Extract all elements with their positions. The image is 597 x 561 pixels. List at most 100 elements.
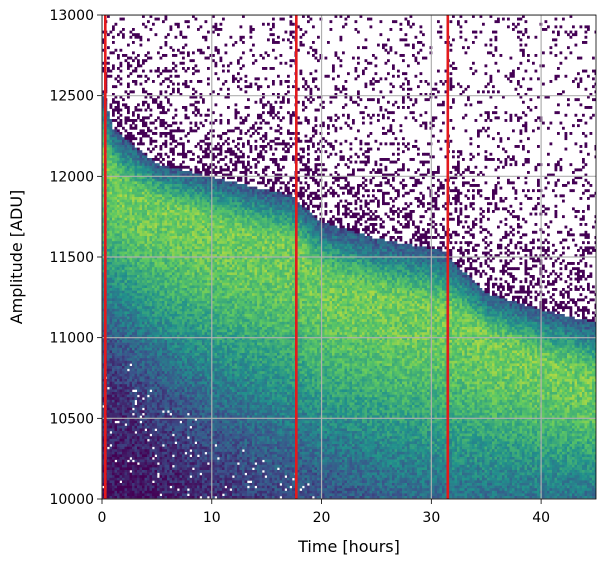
heatmap-cell — [114, 436, 118, 440]
heatmap-cell — [102, 249, 105, 252]
heatmap-cell — [142, 472, 145, 476]
heatmap-cell — [139, 264, 143, 268]
heatmap-cell — [169, 418, 173, 421]
heatmap-cell — [134, 262, 138, 265]
heatmap-cell — [164, 480, 168, 484]
heatmap-cell — [179, 194, 183, 198]
heatmap-cell — [109, 241, 113, 245]
heatmap-cell — [172, 139, 175, 143]
heatmap-cell — [109, 165, 113, 169]
heatmap-cell — [122, 379, 125, 382]
heatmap-cell — [127, 228, 130, 232]
heatmap-cell — [122, 438, 125, 442]
heatmap-cell — [129, 490, 133, 494]
heatmap-cell — [114, 381, 118, 385]
heatmap-cell — [139, 293, 143, 297]
heatmap-cell — [132, 483, 135, 486]
heatmap-cell — [112, 360, 115, 364]
heatmap-cell — [164, 199, 168, 203]
heatmap-cell — [139, 384, 143, 388]
heatmap-cell — [122, 327, 125, 330]
heatmap-cell — [132, 319, 135, 323]
heatmap-cell — [159, 210, 163, 213]
heatmap-cell — [119, 324, 123, 328]
heatmap-cell — [152, 308, 155, 312]
heatmap-cell — [132, 454, 135, 458]
heatmap-cell — [144, 347, 148, 351]
heatmap-cell — [117, 129, 120, 133]
heatmap-cell — [152, 264, 155, 268]
heatmap-cell — [174, 358, 178, 362]
heatmap-cell — [134, 418, 138, 421]
heatmap-cell — [157, 376, 160, 380]
heatmap-cell — [107, 238, 110, 242]
heatmap-cell — [137, 256, 140, 260]
heatmap-cell — [159, 457, 163, 460]
heatmap-cell — [154, 399, 158, 403]
heatmap-cell — [152, 397, 155, 401]
heatmap-cell — [174, 165, 178, 169]
heatmap-cell — [142, 275, 145, 278]
heatmap-cell — [114, 295, 118, 299]
heatmap-cell — [132, 451, 135, 455]
heatmap-cell — [119, 264, 123, 268]
heatmap-cell — [149, 168, 153, 172]
heatmap-cell — [182, 165, 185, 169]
heatmap-cell — [179, 293, 183, 297]
heatmap-cell — [139, 399, 143, 403]
heatmap-cell — [149, 477, 153, 481]
heatmap-cell — [144, 163, 148, 167]
heatmap-cell — [134, 152, 138, 156]
heatmap-cell — [137, 431, 140, 434]
heatmap-cell — [129, 454, 133, 458]
heatmap-cell — [132, 308, 135, 312]
heatmap-cell — [184, 366, 188, 369]
heatmap-cell — [184, 298, 188, 302]
heatmap-cell — [182, 56, 185, 60]
heatmap-cell — [182, 355, 185, 359]
heatmap-cell — [147, 204, 150, 208]
heatmap-cell — [164, 210, 168, 213]
heatmap-cell — [139, 418, 143, 421]
heatmap-cell — [177, 223, 180, 226]
heatmap-cell — [139, 280, 143, 284]
heatmap-cell — [107, 293, 110, 297]
heatmap-cell — [119, 345, 123, 349]
heatmap-cell — [134, 394, 138, 398]
heatmap-cell — [162, 363, 165, 367]
heatmap-cell — [129, 64, 133, 68]
heatmap-cell — [134, 334, 138, 338]
heatmap-cell — [134, 35, 138, 39]
heatmap-cell — [159, 233, 163, 237]
heatmap-cell — [159, 345, 163, 349]
heatmap-cell — [117, 358, 120, 362]
heatmap-cell — [159, 202, 163, 206]
heatmap-cell — [129, 366, 133, 369]
heatmap-cell — [114, 441, 118, 445]
heatmap-cell — [132, 111, 135, 115]
heatmap-cell — [137, 464, 140, 468]
heatmap-cell — [127, 197, 130, 200]
heatmap-cell — [107, 181, 110, 185]
heatmap-cell — [179, 93, 183, 96]
heatmap-cell — [124, 446, 128, 450]
heatmap-cell — [127, 488, 130, 492]
heatmap-cell — [149, 441, 153, 445]
heatmap-cell — [137, 236, 140, 239]
heatmap-cell — [182, 254, 185, 258]
heatmap-cell — [169, 368, 173, 372]
heatmap-cell — [144, 176, 148, 180]
heatmap-cell — [119, 241, 123, 245]
heatmap-cell — [137, 189, 140, 193]
heatmap-cell — [167, 272, 170, 276]
heatmap-cell — [124, 444, 128, 447]
heatmap-cell — [157, 191, 160, 195]
heatmap-cell — [112, 150, 115, 154]
heatmap-cell — [144, 285, 148, 289]
heatmap-cell — [154, 199, 158, 203]
heatmap-cell — [169, 189, 173, 193]
heatmap-cell — [137, 457, 140, 460]
heatmap-cell — [164, 316, 168, 320]
heatmap-cell — [102, 178, 105, 182]
heatmap-cell — [132, 311, 135, 315]
